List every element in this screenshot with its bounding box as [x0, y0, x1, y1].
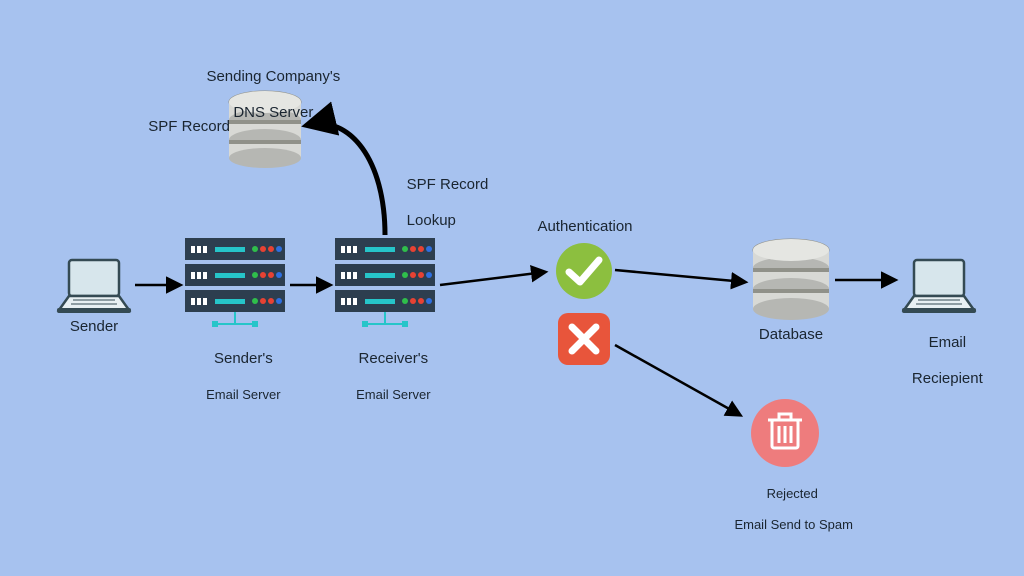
sender-label: Sender: [55, 318, 133, 336]
spf-lookup-label: SPF Record Lookup: [390, 158, 490, 248]
trash-icon: [750, 398, 820, 468]
receivers-email-server: [335, 238, 440, 338]
spf-record-label: SPF Record: [140, 118, 230, 136]
spam-icon: [750, 398, 820, 473]
arrows-layer: [0, 0, 1024, 576]
recipient-laptop: [900, 258, 978, 321]
auth-fail-icon: [557, 312, 611, 371]
authentication-label: Authentication: [520, 218, 650, 236]
database-icon: [750, 238, 832, 322]
laptop-icon: [55, 258, 133, 316]
server-rack-icon: [335, 238, 440, 333]
sender-laptop: [55, 258, 133, 321]
senders-email-server: [185, 238, 290, 338]
cross-icon: [557, 312, 611, 366]
diagram-canvas: Sender: [0, 0, 1024, 576]
database: [750, 238, 832, 327]
receivers-server-label: Receiver's Email Server: [325, 332, 445, 422]
checkmark-icon: [555, 242, 613, 300]
recipient-label: Email Reciepient: [895, 316, 983, 406]
rejected-label: Rejected Email Send to Spam: [720, 470, 850, 548]
senders-server-label: Sender's Email Server: [175, 332, 295, 422]
laptop-icon: [900, 258, 978, 316]
server-rack-icon: [185, 238, 290, 333]
database-label: Database: [750, 326, 832, 344]
auth-pass-icon: [555, 242, 613, 305]
